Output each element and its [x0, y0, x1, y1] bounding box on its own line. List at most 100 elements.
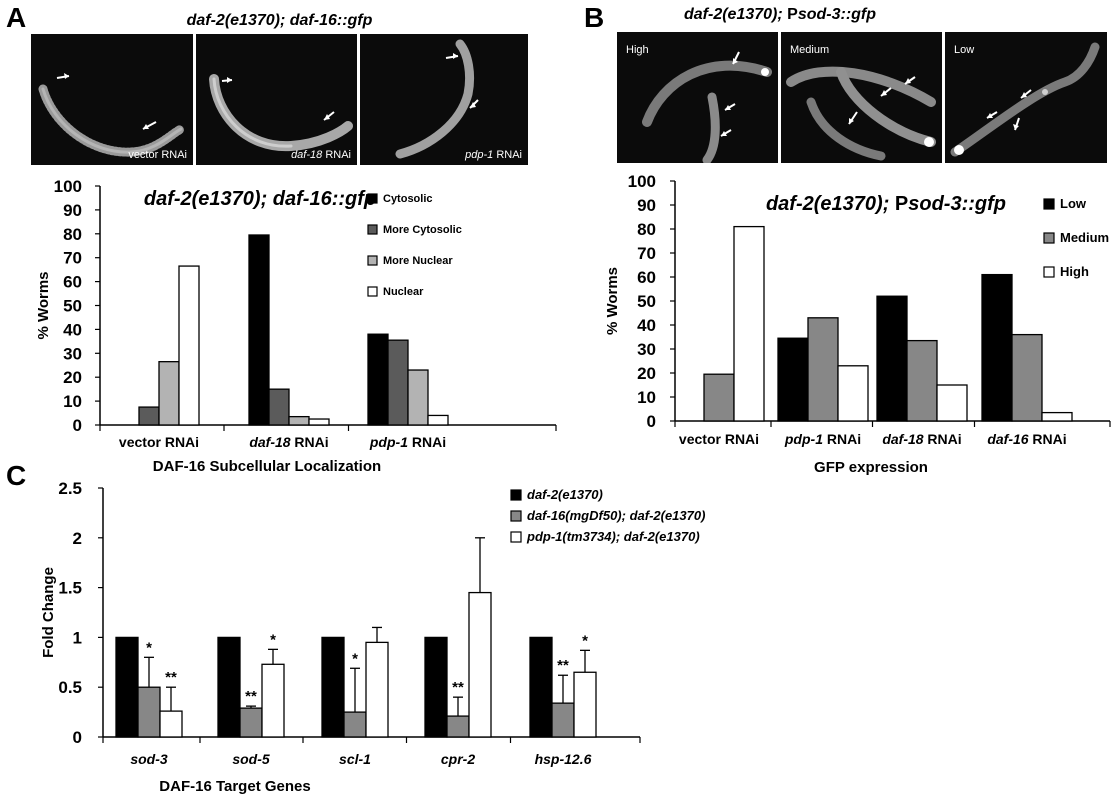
- bar: [321, 636, 345, 738]
- x-tick-label: pdp-1 RNAi: [784, 431, 861, 447]
- x-tick-label: daf-18 RNAi: [882, 431, 961, 447]
- legend-label: daf-2(e1370): [527, 487, 603, 502]
- bar: [138, 406, 160, 426]
- bar: [159, 710, 183, 738]
- y-tick-label: 100: [628, 172, 656, 191]
- bar: [407, 369, 429, 426]
- x-tick-label: sod-3: [130, 751, 168, 767]
- y-tick-label: 30: [63, 344, 82, 363]
- legend-swatch: [1043, 232, 1055, 244]
- x-tick-label: hsp-12.6: [535, 751, 592, 767]
- panel-letter-c: C: [6, 460, 27, 491]
- chart-title: daf-2(e1370); daf-16::gfp: [144, 188, 376, 210]
- micrograph-label: daf-18 RNAi: [291, 149, 351, 161]
- legend-swatch: [510, 510, 522, 522]
- bar: [248, 234, 270, 426]
- bar: [308, 418, 330, 426]
- y-tick-label: 2: [73, 529, 82, 548]
- panel-letter-b: B: [584, 2, 605, 33]
- legend-label: Low: [1060, 196, 1087, 211]
- y-tick-label: 2.5: [58, 479, 82, 498]
- bar: [573, 671, 597, 738]
- worm-image: [950, 42, 1100, 157]
- x-tick-label: vector RNAi: [679, 431, 759, 447]
- bar: [268, 388, 290, 426]
- legend-label: Cytosolic: [383, 193, 433, 205]
- micrograph-daf18-rnai: daf-18 RNAi: [196, 34, 357, 165]
- bar: [981, 273, 1013, 422]
- bar: [837, 365, 869, 422]
- y-tick-label: 60: [63, 273, 82, 292]
- bar: [137, 686, 161, 738]
- y-tick-label: 1.5: [58, 579, 82, 598]
- y-tick-label: 20: [63, 368, 82, 387]
- worm-image: [209, 74, 353, 152]
- y-axis-label: % Worms: [35, 271, 52, 339]
- chart-a: 0 10 20 30 40 50 60 70 80 90 100 vector RNAi daf-18 …: [35, 177, 557, 475]
- significance-marker: **: [245, 688, 257, 705]
- legend-label: Nuclear: [383, 286, 424, 298]
- x-tick-label: daf-18 RNAi: [249, 434, 328, 450]
- bar: [551, 702, 575, 738]
- y-tick-label: 1: [73, 628, 82, 647]
- bar: [446, 715, 470, 738]
- bar: [343, 711, 367, 738]
- bar: [777, 337, 809, 422]
- bar: [387, 339, 409, 426]
- bar: [261, 663, 285, 738]
- x-tick-label: scl-1: [339, 751, 371, 767]
- bar: [1041, 411, 1073, 422]
- y-tick-label: 10: [63, 392, 82, 411]
- bar: [936, 384, 968, 422]
- x-tick-label: cpr-2: [441, 751, 475, 767]
- bar: [703, 373, 735, 422]
- panel-letter-a: A: [6, 2, 27, 33]
- micrograph-label: High: [626, 44, 649, 56]
- y-tick-label: 40: [63, 320, 82, 339]
- y-tick-label: 0: [73, 728, 82, 747]
- bar: [365, 641, 389, 738]
- y-tick-label: 80: [637, 220, 656, 239]
- legend-swatch: [367, 224, 378, 235]
- bar: [906, 339, 938, 422]
- legend-label: High: [1060, 264, 1089, 279]
- legend-label: More Nuclear: [383, 255, 453, 267]
- legend-label: Medium: [1060, 230, 1109, 245]
- y-tick-label: 90: [63, 201, 82, 220]
- worm-image: [38, 73, 186, 157]
- chart-title: daf-2(e1370); Psod-3::gfp: [766, 193, 1006, 215]
- y-tick-label: 100: [54, 177, 82, 196]
- panel-a-image-title: daf-2(e1370); daf-16::gfp: [186, 12, 373, 29]
- bar: [158, 361, 180, 426]
- bar: [424, 636, 448, 738]
- significance-marker: *: [582, 632, 588, 649]
- chart-b: 0 10 20 30 40 50 60 70 80 90 100 vector RNAi pdp-1 R…: [604, 172, 1111, 476]
- x-axis-label: GFP expression: [814, 459, 928, 476]
- y-tick-label: 70: [63, 249, 82, 268]
- bar: [239, 707, 263, 738]
- bar: [115, 636, 139, 738]
- legend-swatch: [367, 255, 378, 266]
- micrograph-label: pdp-1 RNAi: [465, 149, 522, 161]
- bar: [178, 265, 200, 426]
- micrograph-high: High: [617, 32, 778, 163]
- significance-marker: **: [165, 669, 177, 686]
- significance-marker: *: [146, 639, 152, 656]
- worm-image: [642, 51, 772, 163]
- y-tick-label: 50: [637, 292, 656, 311]
- micrograph-label: vector RNAi: [128, 149, 187, 161]
- y-tick-label: 0: [647, 412, 656, 431]
- x-tick-label: sod-5: [232, 751, 270, 767]
- y-tick-label: 20: [637, 364, 656, 383]
- y-axis-label: % Worms: [604, 267, 621, 335]
- x-tick-label: pdp-1 RNAi: [369, 434, 446, 450]
- y-tick-label: 10: [637, 388, 656, 407]
- micrograph-medium: Medium: [781, 32, 942, 163]
- worm-image: [395, 39, 479, 159]
- x-tick-label: vector RNAi: [119, 434, 199, 450]
- micrograph-label: Medium: [790, 44, 830, 56]
- bar: [807, 317, 839, 422]
- legend-swatch: [510, 489, 522, 501]
- significance-marker: *: [270, 631, 276, 648]
- micrograph-pdp1-rnai: pdp-1 RNAi: [360, 34, 528, 165]
